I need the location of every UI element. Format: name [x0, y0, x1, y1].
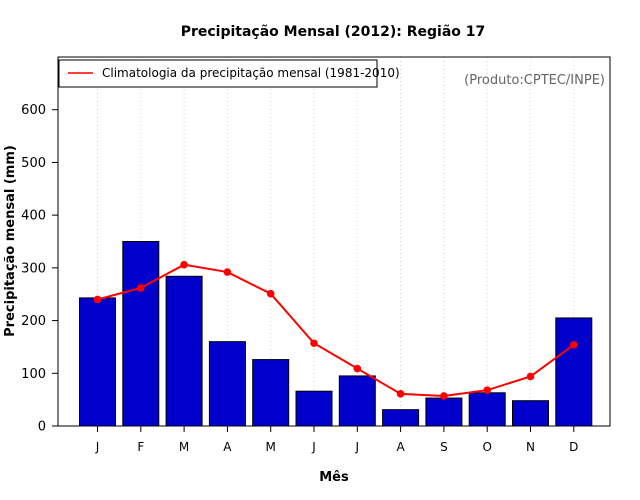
credit-text: (Produto:CPTEC/INPE): [464, 73, 605, 88]
y-tick-label: 400: [21, 209, 46, 224]
chart-title: Precipitação Mensal (2012): Região 17: [181, 24, 486, 40]
x-tick-label: J: [311, 440, 316, 454]
climatology-series: [93, 260, 578, 400]
climatology-point-4: [223, 268, 232, 276]
bar-9: [425, 397, 463, 427]
bar-8: [382, 409, 420, 427]
climatology-point-12: [570, 341, 578, 349]
climatology-point-7: [353, 364, 362, 373]
legend-box: [58, 59, 378, 88]
legend-label: Climatologia da precipitação mensal (198…: [102, 66, 400, 80]
y-tick-label: 100: [21, 367, 46, 382]
x-tick-label: J: [95, 440, 100, 454]
x-axis-title: Mês: [319, 470, 349, 485]
bar-1: [79, 297, 116, 427]
bars: [79, 241, 593, 427]
climatology-point-5: [266, 289, 275, 298]
climatology-point-3: [180, 260, 188, 269]
y-tick-label: 200: [21, 314, 46, 329]
x-tick-label: A: [396, 440, 405, 454]
climatology-line: [97, 263, 575, 397]
legend: Climatologia da precipitação mensal (198…: [58, 59, 400, 88]
bar-6: [295, 390, 333, 427]
x-tick-label: D: [569, 440, 578, 454]
plot-frame: [57, 56, 611, 427]
climatology-point-1: [93, 295, 102, 304]
x-tick-label: J: [355, 440, 360, 454]
bar-4: [208, 341, 246, 427]
y-tick-label: 300: [21, 261, 46, 276]
bar-2: [122, 241, 160, 427]
y-axis: 0 100 200 300 400 500 600: [21, 103, 58, 435]
bar-11: [512, 400, 549, 427]
x-tick-label: M: [179, 440, 189, 454]
y-tick-label: 500: [21, 156, 46, 171]
x-tick-label: N: [526, 440, 535, 454]
bar-12: [555, 317, 593, 427]
bar-10: [468, 392, 506, 427]
climatology-point-8: [396, 390, 405, 398]
x-tick-label: O: [482, 440, 491, 454]
bar-3: [165, 275, 203, 427]
climatology-point-10: [483, 386, 492, 394]
bar-5: [252, 359, 290, 427]
climatology-point-6: [310, 339, 318, 348]
climatology-point-2: [137, 284, 145, 292]
climatology-point-11: [526, 372, 535, 381]
x-tick-label: M: [266, 440, 276, 454]
y-tick-label: 0: [38, 420, 46, 435]
x-tick-label: S: [440, 440, 448, 454]
y-axis-title: Precipitação mensal (mm): [3, 145, 18, 337]
x-tick-label: F: [137, 440, 144, 454]
bar-7: [338, 375, 376, 427]
y-tick-label: 600: [21, 103, 46, 118]
x-tick-label: A: [223, 440, 232, 454]
climatology-point-9: [440, 392, 448, 400]
